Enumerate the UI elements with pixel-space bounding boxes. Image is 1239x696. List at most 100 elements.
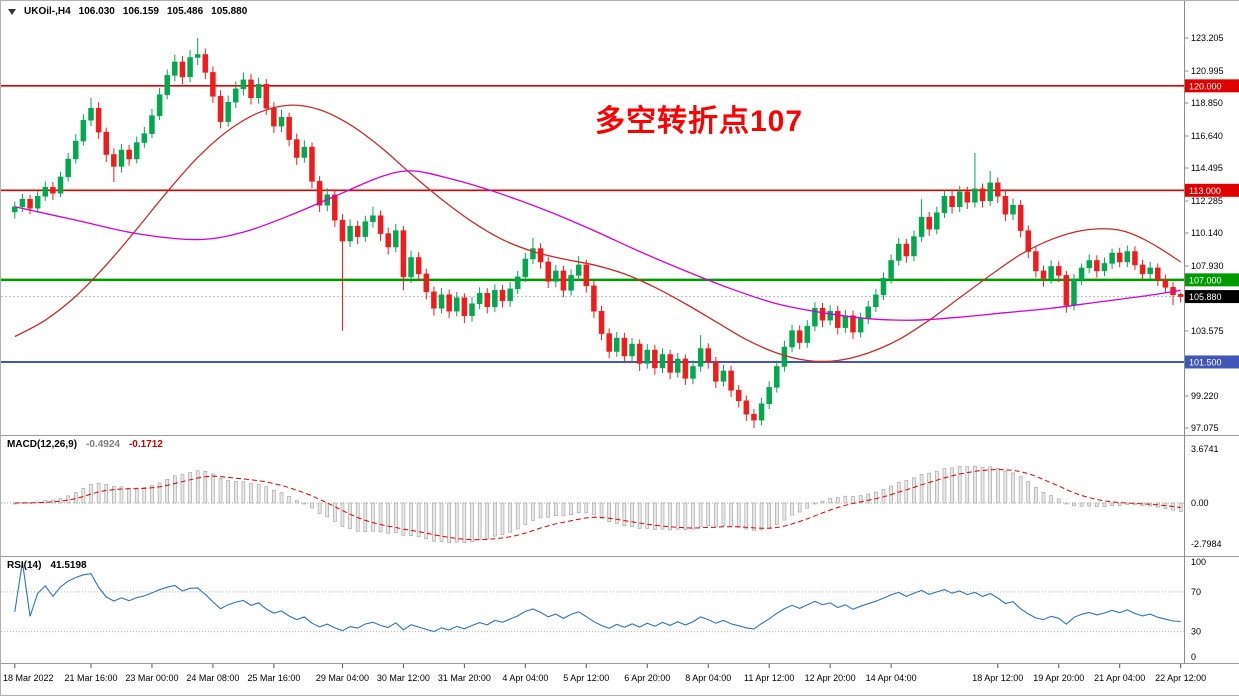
x-axis-label: 4 Apr 04:00 [502,673,548,683]
chart-annotation-text[interactable]: 多空转折点107 [595,105,804,138]
macd-histogram-bar [614,502,619,524]
rsi-axis-label: 0 [1191,652,1196,662]
price-axis-label: 97.075 [1191,423,1219,433]
macd-axis-label: 3.6741 [1191,444,1219,454]
x-axis-label: 24 Mar 08:00 [186,673,239,683]
macd-header: MACD(12,26,9) -0.4924 -0.1712 [7,439,163,450]
price-tag-113.000: 113.000 [1185,183,1239,197]
macd-histogram-bar [744,502,749,530]
candle-body [293,139,300,158]
candle-body [1177,294,1184,297]
candle-body [263,84,270,109]
candle-body [789,330,795,348]
ohlc-low: 105.486 [166,6,204,17]
macd-histogram-bar [698,502,703,528]
macd-histogram-bar [310,502,314,509]
candle-body [446,294,452,312]
candle-body [766,387,772,404]
candle-body [1033,251,1039,272]
ohlc-open: 106.030 [78,6,115,17]
price-tag-box [1185,290,1239,304]
macd-histogram-bar [965,466,970,504]
candle-body [492,290,498,307]
candle-body [995,182,1001,197]
macd-histogram-bar [973,465,977,504]
macd-histogram-bar [1072,502,1076,507]
rsi-header: RSI(14) 41.5198 [7,560,87,571]
candle-body [1010,204,1016,215]
macd-histogram-bar [294,500,299,504]
candle-body [857,318,864,333]
candle-body [629,343,635,357]
macd-histogram-bar [630,502,634,527]
macd-histogram-bar [363,502,368,532]
candle-body [1086,260,1092,269]
candle-body [415,257,422,275]
x-axis-label: 14 Apr 04:00 [866,673,917,683]
macd-histogram-bar [81,487,86,504]
candle-body [514,276,521,290]
chart-shift-icon [8,8,16,15]
macd-signal-line [14,468,1181,541]
price-tag-107.000: 107.000 [1185,273,1239,287]
candle-body [842,315,849,328]
macd-histogram-bar [790,502,794,516]
x-axis-label: 5 Apr 12:00 [563,673,609,683]
candle-body [362,221,369,237]
main-price-panel [1,38,1185,428]
candle-body [133,142,140,160]
macd-histogram-bar [333,502,337,522]
candle-body [202,54,209,73]
price-axis-label: 114.495 [1191,163,1223,173]
macd-histogram-bar [150,485,154,504]
macd-histogram-bar [127,487,131,504]
macd-signal-value: -0.1712 [128,439,163,450]
price-tag-value: 101.500 [1189,357,1222,367]
candle-body [1132,251,1138,266]
candle-body [187,57,193,78]
macd-histogram-bar [157,482,162,504]
candle-body [469,303,475,316]
macd-histogram-bar [942,468,947,504]
candle-body [774,366,780,388]
candle-body [553,270,559,282]
macd-histogram-bar [820,500,825,504]
rsi-panel [1,561,1185,633]
candle-body [1017,204,1024,231]
macd-histogram-bar [714,502,718,527]
macd-histogram-bar [317,502,322,514]
candle-body [461,297,468,316]
macd-histogram-bar [683,502,688,531]
candle-body [979,188,986,202]
candle-body [248,79,254,99]
macd-histogram-bar [546,502,551,518]
macd-histogram-bar [835,497,840,504]
macd-histogram-bar [378,502,383,533]
macd-histogram-bar [104,483,109,504]
candle-body [454,297,460,312]
candle-body [918,216,925,237]
price-axis-label: 103.575 [1191,326,1224,336]
x-axis-label: 23 Mar 00:00 [125,673,178,683]
x-axis-label: 18 Apr 12:00 [972,673,1023,683]
macd-histogram-bar [241,481,246,504]
macd-histogram-bar [767,502,771,529]
candle-body [57,176,64,194]
macd-histogram-bar [599,502,604,519]
candle-body [484,293,490,307]
macd-histogram-bar [759,502,764,531]
candle-body [354,225,361,237]
candle-body [827,310,833,321]
price-tag-105.880: 105.880 [1185,290,1239,304]
price-tag-value: 120.000 [1189,81,1222,91]
price-axis-label: 112.285 [1191,196,1223,206]
macd-histogram-bar [119,486,124,504]
candle-body [377,215,384,234]
x-axis-label: 25 Mar 16:00 [247,673,300,683]
macd-histogram-bar [1049,495,1053,504]
candle-body [621,337,628,357]
candle-body [27,199,33,209]
candle-body [1094,260,1100,272]
